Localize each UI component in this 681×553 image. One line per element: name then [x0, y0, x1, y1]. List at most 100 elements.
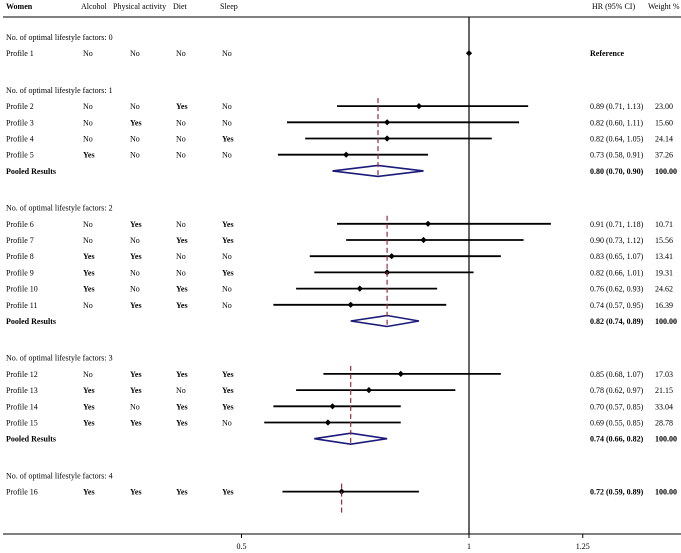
factor-diet: Yes	[176, 370, 188, 379]
pooled-weight-text: 100.00	[655, 167, 677, 176]
factor-sleep: Yes	[222, 370, 234, 379]
weight-text: 13.41	[655, 252, 673, 261]
point-estimate	[343, 151, 350, 158]
group-title: No. of optimal lifestyle factors: 1	[6, 86, 113, 95]
point-estimate	[383, 135, 391, 142]
factor-physical-activity: No	[130, 236, 140, 245]
factor-physical-activity: Yes	[130, 488, 142, 497]
weight-text: 19.31	[655, 268, 673, 277]
factor-sleep: Yes	[222, 268, 234, 277]
factor-alcohol: No	[83, 220, 93, 229]
weight-text: 24.14	[655, 135, 673, 144]
weight-text: 28.78	[655, 419, 673, 428]
factor-alcohol: Yes	[83, 402, 95, 411]
factor-physical-activity: No	[130, 102, 140, 111]
factor-alcohol: Yes	[83, 285, 95, 294]
factor-alcohol: No	[83, 301, 93, 310]
factor-sleep: Yes	[222, 236, 234, 245]
factor-physical-activity: Yes	[130, 220, 142, 229]
hr-text: 0.82 (0.60, 1.11)	[590, 118, 643, 127]
header-physical-activity: Physical activity	[113, 2, 166, 11]
weight-text: 10.71	[655, 220, 673, 229]
factor-sleep: No	[222, 118, 232, 127]
point-estimate	[356, 285, 363, 292]
header-sleep: Sleep	[220, 2, 238, 11]
hr-text: 0.85 (0.68, 1.07)	[590, 370, 644, 379]
row-label: Profile 8	[6, 252, 34, 261]
factor-alcohol: Yes	[83, 488, 95, 497]
point-estimate	[420, 236, 427, 244]
factor-diet: No	[176, 151, 186, 160]
pooled-weight-text: 100.00	[655, 317, 677, 326]
point-estimate	[424, 220, 432, 227]
weight-text: 37.26	[655, 151, 673, 160]
pooled-hr-text: 0.82 (0.74, 0.89)	[590, 317, 644, 326]
factor-alcohol: Yes	[83, 151, 95, 160]
factor-diet: Yes	[176, 402, 188, 411]
group-title: No. of optimal lifestyle factors: 0	[6, 33, 113, 42]
row-label: Profile 7	[6, 236, 34, 245]
factor-diet: Yes	[176, 419, 188, 428]
hr-text: 0.70 (0.57, 0.85)	[590, 402, 644, 411]
header-hr: HR (95% CI)	[592, 2, 635, 11]
row-label: Profile 2	[6, 102, 34, 111]
weight-text: 16.39	[655, 301, 673, 310]
factor-sleep: No	[222, 285, 232, 294]
x-tick-label: 1	[467, 542, 471, 551]
weight-text: 100.00	[655, 488, 677, 497]
x-tick-label: 1.25	[576, 542, 590, 551]
pooled-weight-text: 100.00	[655, 435, 677, 444]
row-label: Profile 9	[6, 268, 34, 277]
hr-text: 0.76 (0.62, 0.93)	[590, 285, 644, 294]
group-title: No. of optimal lifestyle factors: 4	[6, 471, 113, 480]
factor-diet: No	[176, 135, 186, 144]
factor-physical-activity: Yes	[130, 419, 142, 428]
factor-alcohol: Yes	[83, 268, 95, 277]
factor-sleep: No	[222, 102, 232, 111]
factor-physical-activity: No	[130, 285, 140, 294]
row-label: Profile 12	[6, 370, 38, 379]
weight-text: 15.56	[655, 236, 673, 245]
group-title: No. of optimal lifestyle factors: 2	[6, 204, 113, 213]
plot-body: No. of optimal lifestyle factors: 0 Profi…	[6, 17, 677, 534]
factor-sleep: No	[222, 301, 232, 310]
hr-text: 0.73 (0.58, 0.91)	[590, 151, 644, 160]
factor-sleep: Yes	[222, 402, 234, 411]
factor-diet: Yes	[176, 102, 188, 111]
row-label: Profile 10	[6, 285, 38, 294]
row-label: Profile 14	[6, 402, 38, 411]
row-label: Profile 5	[6, 151, 34, 160]
header-row: Women Alcohol Physical activity Diet Sle…	[6, 2, 680, 11]
factor-diet: No	[176, 386, 186, 395]
point-estimate	[347, 301, 354, 308]
hr-text: 0.89 (0.71, 1.13)	[590, 102, 644, 111]
hr-text: 0.74 (0.57, 0.95)	[590, 301, 644, 310]
factor-sleep: Yes	[222, 135, 234, 144]
x-tick-label: 0.5	[237, 542, 247, 551]
factor-physical-activity: No	[130, 151, 140, 160]
factor-sleep: Yes	[222, 488, 234, 497]
hr-text: 0.90 (0.73, 1.12)	[590, 236, 644, 245]
row-label: Profile 3	[6, 118, 34, 127]
hr-text: 0.78 (0.62, 0.97)	[590, 386, 644, 395]
factor-physical-activity: Yes	[130, 252, 142, 261]
hr-text: 0.82 (0.66, 1.01)	[590, 268, 644, 277]
weight-text: 17.03	[655, 370, 673, 379]
header-alcohol: Alcohol	[81, 2, 108, 11]
row-label: Profile 16	[6, 488, 38, 497]
pooled-hr-text: 0.80 (0.70, 0.90)	[590, 167, 644, 176]
factor-diet: Yes	[176, 488, 188, 497]
hr-text: 0.83 (0.65, 1.07)	[590, 252, 644, 261]
factor-sleep: No	[222, 151, 232, 160]
factor-alcohol: Yes	[83, 252, 95, 261]
factor-physical-activity: Yes	[130, 118, 142, 127]
header-diet: Diet	[173, 2, 188, 11]
factor-diet: No	[176, 49, 186, 58]
weight-text: 33.04	[655, 402, 673, 411]
factor-diet: Yes	[176, 301, 188, 310]
weight-text: 24.62	[655, 285, 673, 294]
factor-alcohol: No	[83, 236, 93, 245]
pooled-label: Pooled Results	[6, 317, 56, 326]
weight-text: 21.15	[655, 386, 673, 395]
